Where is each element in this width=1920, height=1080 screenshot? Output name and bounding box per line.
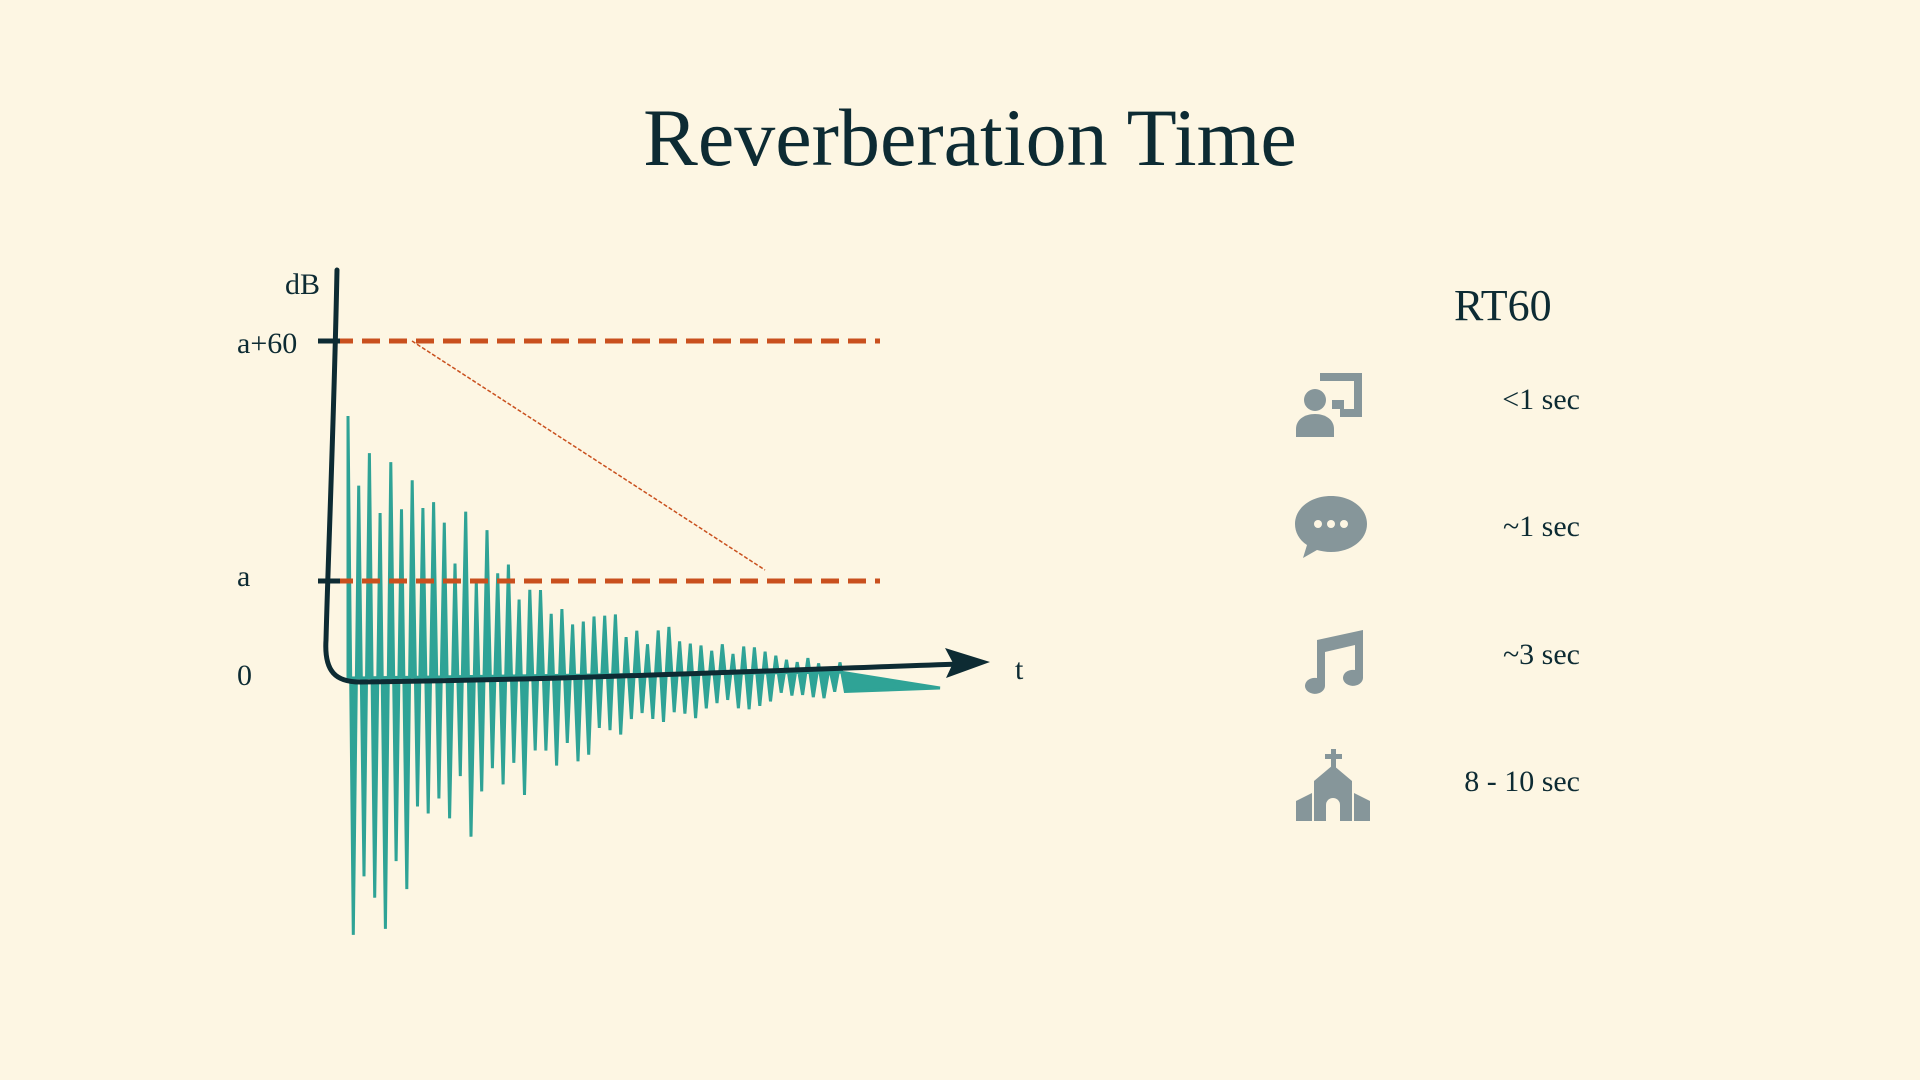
x-axis-arrowhead: [945, 648, 990, 678]
church-icon: [1296, 749, 1370, 821]
axes-curve: [323, 267, 963, 685]
classroom-icon: [1296, 373, 1362, 437]
rt60-value-music: ~3 sec: [1502, 638, 1580, 671]
decay-slope-line: [411, 340, 766, 571]
x-axis-label: t: [1015, 653, 1024, 686]
y-axis-label: dB: [285, 268, 320, 301]
rt60-value-church: 8 - 10 sec: [1464, 765, 1580, 798]
rt60-row-speech: ~1 sec: [1280, 482, 1580, 572]
music-note-icon: [1305, 630, 1363, 694]
rt60-value-speech: ~1 sec: [1502, 510, 1580, 543]
rt60-row-classroom: <1 sec: [1280, 355, 1580, 445]
rt60-value-classroom: <1 sec: [1502, 383, 1580, 416]
level-label-zero: 0: [237, 659, 252, 692]
page-title: Reverberation Time: [643, 92, 1297, 183]
level-label-upper: a+60: [237, 327, 297, 360]
reverberation-decay-diagram: dB t a+60 a 0: [237, 267, 1024, 935]
speech-bubble-icon: [1295, 496, 1367, 558]
rt60-row-church: 8 - 10 sec: [1280, 737, 1580, 827]
rt60-heading: RT60: [1454, 281, 1552, 330]
rt60-row-music: ~3 sec: [1280, 610, 1580, 700]
level-label-lower: a: [237, 560, 250, 593]
